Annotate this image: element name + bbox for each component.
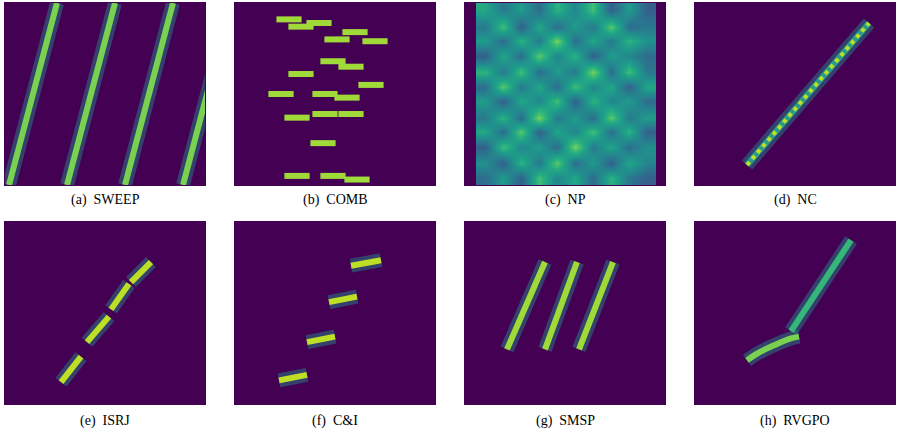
svg-text:(h) RVGPO: (h) RVGPO: [760, 413, 830, 429]
svg-text:(c) NP: (c) NP: [545, 192, 586, 208]
svg-text:(f) C&I: (f) C&I: [312, 413, 358, 429]
svg-text:(b) COMB: (b) COMB: [303, 192, 368, 208]
svg-text:(e) ISRJ: (e) ISRJ: [80, 413, 130, 429]
svg-text:(a) SWEEP: (a) SWEEP: [71, 192, 140, 208]
svg-text:(g) SMSP: (g) SMSP: [536, 413, 595, 429]
svg-text:(d) NC: (d) NC: [774, 192, 817, 208]
